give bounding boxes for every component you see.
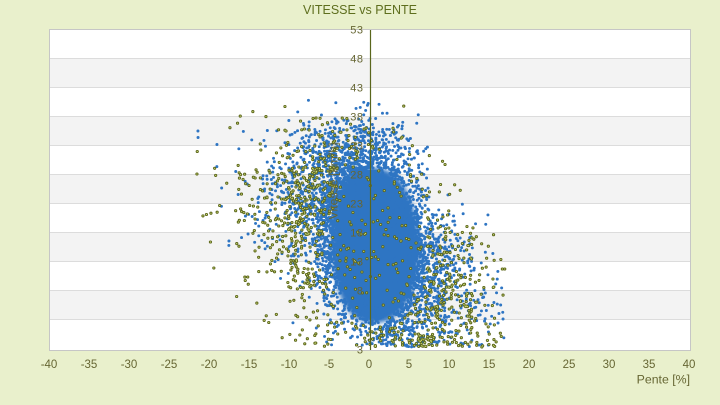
svg-text:30: 30 — [603, 359, 616, 371]
svg-text:VITESSE vs PENTE: VITESSE vs PENTE — [303, 3, 417, 17]
svg-text:-5: -5 — [324, 359, 334, 371]
svg-text:48: 48 — [350, 54, 363, 66]
svg-text:35: 35 — [643, 359, 656, 371]
svg-text:0: 0 — [366, 359, 372, 371]
svg-text:-40: -40 — [41, 359, 58, 371]
svg-text:-30: -30 — [121, 359, 138, 371]
svg-text:Pente [%]: Pente [%] — [637, 373, 690, 387]
svg-text:33: 33 — [350, 141, 363, 153]
svg-text:20: 20 — [523, 359, 536, 371]
svg-text:25: 25 — [563, 359, 576, 371]
svg-text:-15: -15 — [241, 359, 258, 371]
svg-text:53: 53 — [350, 25, 363, 37]
svg-text:40: 40 — [683, 359, 696, 371]
svg-text:38: 38 — [350, 112, 363, 124]
svg-text:13: 13 — [350, 257, 363, 269]
svg-text:8: 8 — [357, 286, 364, 298]
svg-text:23: 23 — [350, 199, 363, 211]
svg-text:-10: -10 — [281, 359, 298, 371]
svg-text:5: 5 — [406, 359, 412, 371]
svg-text:-20: -20 — [201, 359, 218, 371]
svg-text:28: 28 — [350, 170, 363, 182]
svg-text:3: 3 — [357, 345, 364, 357]
svg-text:15: 15 — [483, 359, 496, 371]
svg-text:18: 18 — [350, 228, 363, 240]
svg-text:43: 43 — [350, 83, 363, 95]
svg-text:-35: -35 — [81, 359, 98, 371]
svg-text:-25: -25 — [161, 359, 178, 371]
svg-text:Vitesse [km/h]: Vitesse [km/h] — [326, 143, 340, 220]
svg-text:10: 10 — [443, 359, 456, 371]
